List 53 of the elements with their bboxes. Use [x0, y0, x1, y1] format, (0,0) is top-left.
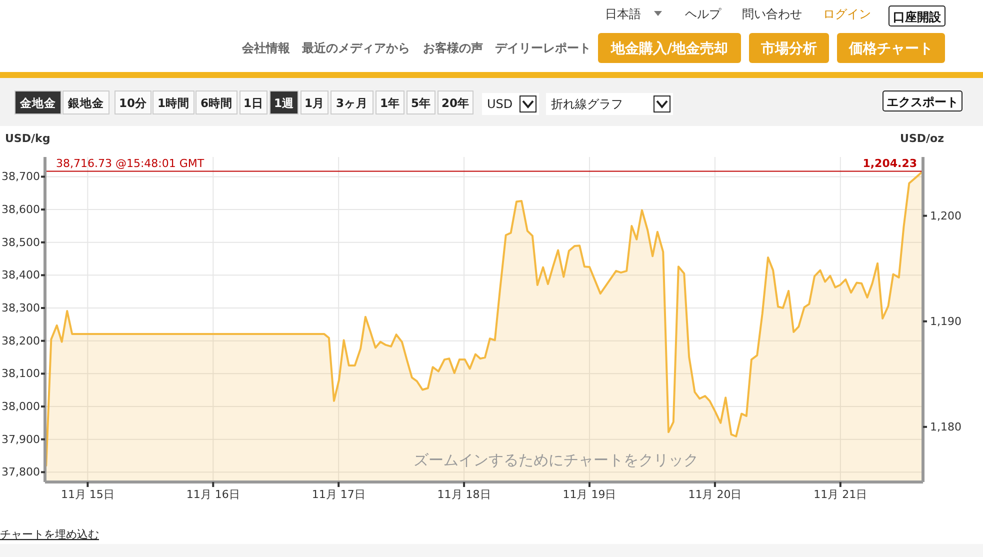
ref-line-label: 38,716.73 @15:48:01 GMT: [56, 157, 204, 170]
y-axis-title: USD/kg: [5, 132, 50, 145]
text: デイリーレポート: [495, 41, 591, 55]
text: 3ヶ月: [336, 96, 368, 110]
annotation: ズームインするためにチャートをクリック: [414, 451, 698, 469]
text: 20年: [441, 96, 470, 110]
text: 折れ線グラフ: [551, 97, 623, 111]
x-tick-label: 11月 15日: [60, 488, 114, 501]
y-tick-label: 38,700: [2, 170, 40, 184]
x-tick-label: 11月 21日: [814, 488, 868, 501]
text: 問い合わせ: [742, 7, 802, 21]
text: 価格チャート: [848, 41, 933, 57]
text: 10分: [118, 96, 148, 110]
x-tick-label: 11月 16日: [186, 488, 240, 501]
y2-tick-label: 1,200: [930, 209, 962, 222]
text: 1日: [243, 96, 264, 110]
text: 最近のメディアから: [301, 41, 410, 55]
x-tick-label: 11月 17日: [312, 488, 366, 501]
annotation: 1,204.23: [862, 157, 917, 170]
text: 1週: [274, 96, 295, 110]
text: ログイン: [823, 7, 871, 21]
y-tick-label: 38,400: [2, 268, 40, 282]
text: 6時間: [200, 96, 233, 110]
text: 1月: [304, 96, 325, 110]
text: 市場分析: [760, 40, 817, 57]
text: USD: [487, 97, 513, 111]
text: 銀地金: [67, 96, 104, 110]
text: 5年: [410, 96, 432, 110]
y-tick-label: 38,600: [2, 203, 40, 216]
x-tick-label: 11月 19日: [562, 488, 616, 501]
y-tick-label: 38,300: [2, 302, 40, 315]
y-tick-label: 38,000: [2, 400, 40, 414]
y-tick-label: 38,100: [2, 367, 40, 380]
y2-tick-label: 1,180: [930, 420, 962, 434]
x-tick-label: 11月 18日: [437, 488, 491, 501]
text: 1年: [380, 96, 400, 110]
y2-axis-title: USD/oz: [900, 132, 944, 145]
text: チャートを埋め込む: [0, 528, 99, 541]
text: お客様の声: [423, 41, 483, 55]
text: 地金購入/地金売却: [610, 41, 728, 57]
y-tick-label: 38,500: [2, 236, 40, 249]
text: 口座開設: [893, 10, 942, 24]
y-tick-label: 38,200: [2, 334, 40, 348]
y-tick-label: 37,800: [2, 466, 40, 479]
text: ヘルプ: [685, 7, 722, 21]
text: 日本語: [605, 7, 641, 21]
text: 会社情報: [241, 41, 291, 55]
text: 1時間: [157, 96, 190, 110]
text: 金地金: [19, 96, 56, 110]
y-tick-label: 37,900: [2, 432, 40, 446]
x-tick-label: 11月 20日: [688, 488, 742, 501]
text: エクスポート: [886, 95, 958, 109]
y2-tick-label: 1,190: [930, 314, 962, 328]
